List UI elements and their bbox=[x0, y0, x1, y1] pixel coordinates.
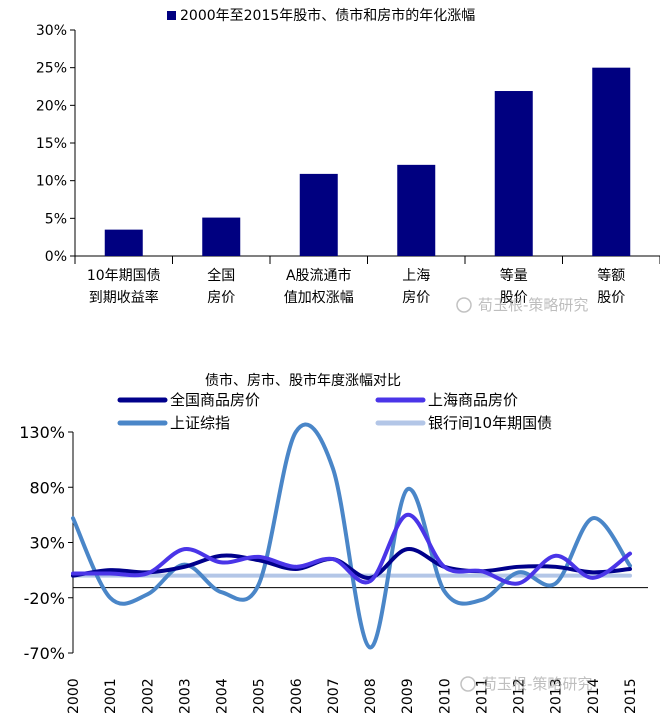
category-label: 到期收益率 bbox=[89, 289, 159, 306]
x-tick-label: 2006 bbox=[289, 678, 305, 714]
bar-legend-label: 2000年至2015年股市、债市和房市的年化涨幅 bbox=[180, 7, 475, 24]
legend-label: 全国商品房价 bbox=[170, 391, 260, 409]
y-tick-label: -70% bbox=[24, 644, 65, 663]
y-tick-label: 5% bbox=[45, 211, 67, 227]
bar-6 bbox=[592, 67, 631, 257]
bar-legend-swatch bbox=[167, 11, 176, 20]
legend-label: 银行间10年期国债 bbox=[428, 414, 552, 432]
x-tick-label: 2000 bbox=[66, 678, 82, 714]
line-axes: -70% -20% 30% 80% 130% 2000 2001 2002 2003 2004 20… bbox=[19, 423, 648, 714]
y-tick-label: 20% bbox=[36, 98, 67, 114]
wechat-icon bbox=[456, 297, 472, 313]
x-tick-label: 2002 bbox=[140, 678, 156, 714]
category-label: 房价 bbox=[207, 290, 235, 306]
category-label: 股价 bbox=[500, 290, 528, 306]
bar-5 bbox=[494, 91, 533, 257]
series-line-2 bbox=[71, 512, 632, 586]
line-series-group bbox=[71, 422, 632, 650]
watermark-2: 荀玉根-策略研究 bbox=[460, 675, 592, 693]
y-tick-label: -20% bbox=[24, 589, 65, 608]
x-tick-label: 2013 bbox=[549, 678, 565, 714]
y-tick-label: 0% bbox=[45, 249, 67, 265]
bar-1 bbox=[104, 229, 143, 256]
x-tick-label: 2008 bbox=[363, 678, 379, 714]
watermark-text: 荀玉根-策略研究 bbox=[478, 296, 588, 314]
category-label: 等量 bbox=[500, 267, 528, 284]
watermark-text: 荀玉根-策略研究 bbox=[482, 675, 592, 693]
x-tick-label: 2012 bbox=[512, 678, 528, 714]
y-tick-label: 130% bbox=[19, 423, 65, 442]
y-tick-label: 80% bbox=[29, 478, 65, 497]
bar-chart: 2000年至2015年股市、债市和房市的年化涨幅 0% 5% 10% 15% 20% 25… bbox=[36, 7, 660, 314]
x-tick-label: 2001 bbox=[103, 678, 119, 714]
category-label: 全国 bbox=[207, 267, 235, 284]
x-tick-label: 2015 bbox=[623, 678, 639, 714]
watermark: 荀玉根-策略研究 bbox=[456, 296, 588, 314]
y-tick-label: 30% bbox=[36, 23, 67, 39]
y-tick-label: 10% bbox=[36, 174, 67, 190]
line-chart-title: 债市、房市、股市年度涨幅对比 bbox=[205, 372, 401, 389]
category-label: 房价 bbox=[402, 290, 430, 306]
category-label: 值加权涨幅 bbox=[284, 290, 354, 306]
y-tick-label: 15% bbox=[36, 136, 67, 152]
category-label: 股价 bbox=[597, 290, 625, 306]
y-tick-label: 25% bbox=[36, 61, 67, 77]
x-tick-label: 2010 bbox=[437, 678, 453, 714]
x-tick-label: 2007 bbox=[326, 678, 342, 714]
x-tick-label: 2003 bbox=[177, 678, 193, 714]
category-label: 10年期国债 bbox=[87, 268, 161, 284]
bar-4 bbox=[397, 164, 436, 256]
bar-2 bbox=[202, 217, 241, 256]
x-tick-label: 2009 bbox=[400, 678, 416, 714]
wechat-icon bbox=[460, 676, 476, 692]
y-tick-label: 30% bbox=[29, 534, 65, 553]
series-line-3 bbox=[71, 422, 632, 650]
bar-3 bbox=[299, 173, 338, 256]
x-tick-label: 2005 bbox=[252, 678, 268, 714]
bar-axes: 0% 5% 10% 15% 20% 25% 30% bbox=[36, 23, 660, 265]
bar-legend: 2000年至2015年股市、债市和房市的年化涨幅 bbox=[167, 7, 475, 24]
bar-series bbox=[104, 67, 631, 257]
x-tick-label: 2011 bbox=[474, 678, 490, 714]
legend-label: 上海商品房价 bbox=[428, 391, 518, 409]
category-label: A股流通市 bbox=[286, 267, 352, 284]
x-tick-label: 2014 bbox=[586, 678, 602, 714]
legend-label: 上证综指 bbox=[170, 414, 230, 432]
x-tick-label: 2004 bbox=[215, 678, 231, 714]
category-label: 上海 bbox=[402, 268, 430, 284]
category-label: 等额 bbox=[597, 267, 625, 284]
